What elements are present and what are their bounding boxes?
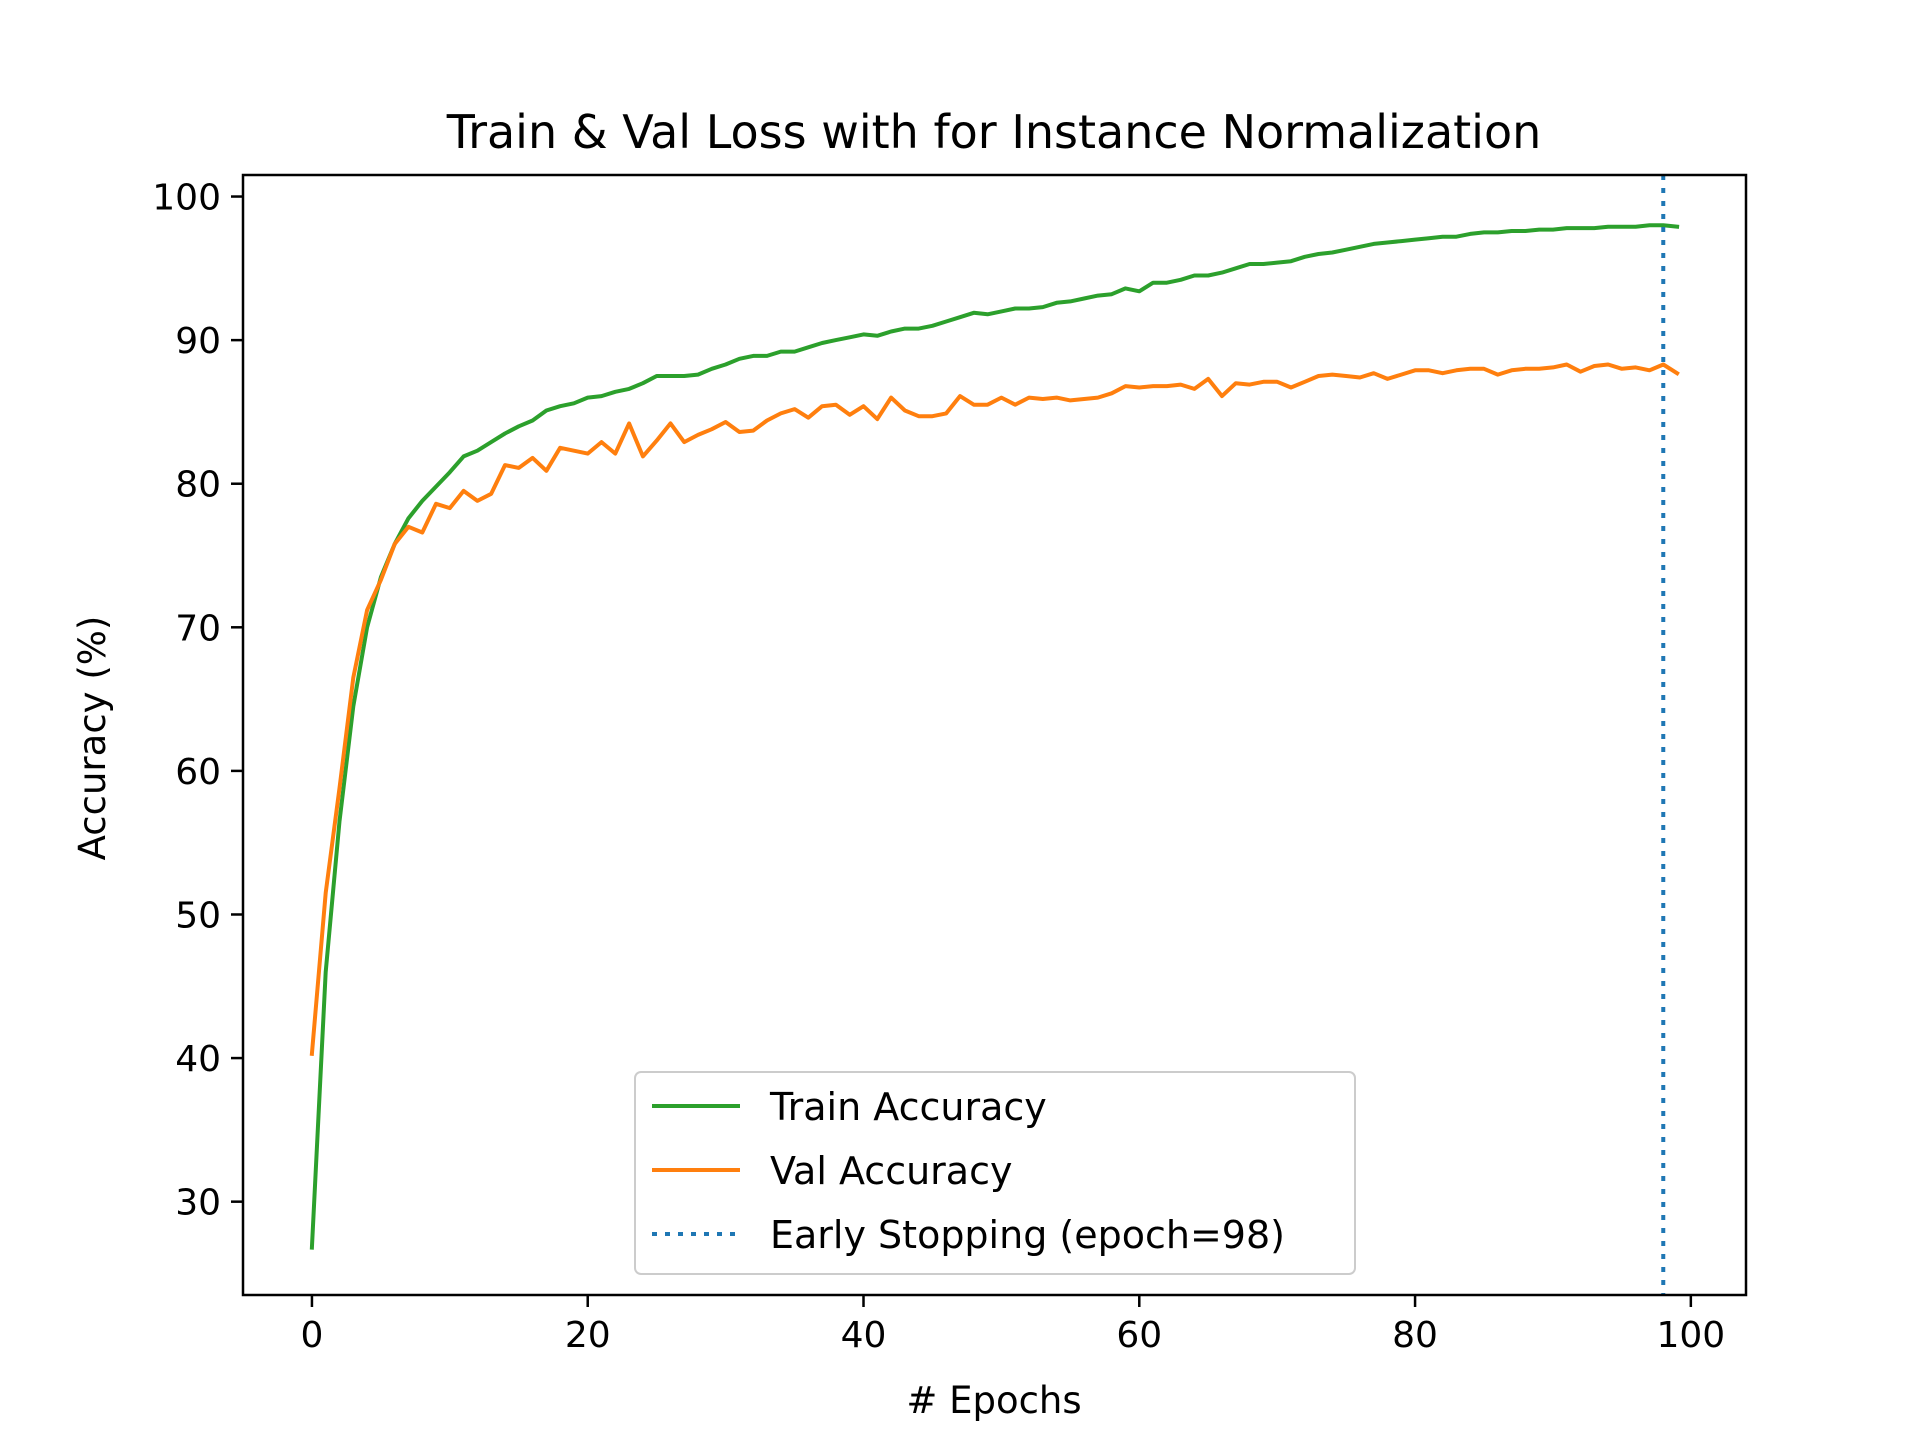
x-axis: 0 20 40 60 80 100: [300, 1295, 1725, 1356]
y-axis: 30 40 50 60 70 80 90 100: [152, 178, 243, 1224]
x-tick-label: 0: [300, 1315, 323, 1356]
y-tick-label: 60: [175, 752, 221, 793]
legend: Train Accuracy Val Accuracy Early Stopping…: [634, 1071, 1356, 1275]
y-axis-label: Accuracy (%): [71, 616, 114, 861]
x-tick-label: 40: [841, 1315, 887, 1356]
y-tick-label: 40: [175, 1039, 221, 1080]
x-tick-label: 60: [1116, 1315, 1162, 1356]
legend-label: Val Accuracy: [770, 1149, 1012, 1193]
y-tick-label: 70: [175, 608, 221, 649]
chart-title: Train & Val Loss with for Instance Norma…: [446, 105, 1542, 159]
y-tick-label: 100: [152, 178, 221, 219]
series-line-val-accuracy: [309, 362, 1680, 1056]
y-tick-label: 50: [175, 895, 221, 936]
x-tick-label: 80: [1392, 1315, 1438, 1356]
y-tick-label: 30: [175, 1183, 221, 1224]
legend-label: Early Stopping (epoch=98): [770, 1213, 1285, 1257]
axes-frame: [241, 173, 1748, 1297]
x-axis-label: # Epochs: [906, 1379, 1081, 1422]
y-tick-label: 80: [175, 465, 221, 506]
series-line-train-accuracy: [309, 223, 1680, 1250]
legend-box: [634, 1071, 1356, 1275]
x-tick-label: 20: [565, 1315, 611, 1356]
x-tick-label: 100: [1656, 1315, 1725, 1356]
legend-label: Train Accuracy: [769, 1085, 1047, 1129]
y-tick-label: 90: [175, 321, 221, 362]
plot-area: [309, 175, 1680, 1295]
